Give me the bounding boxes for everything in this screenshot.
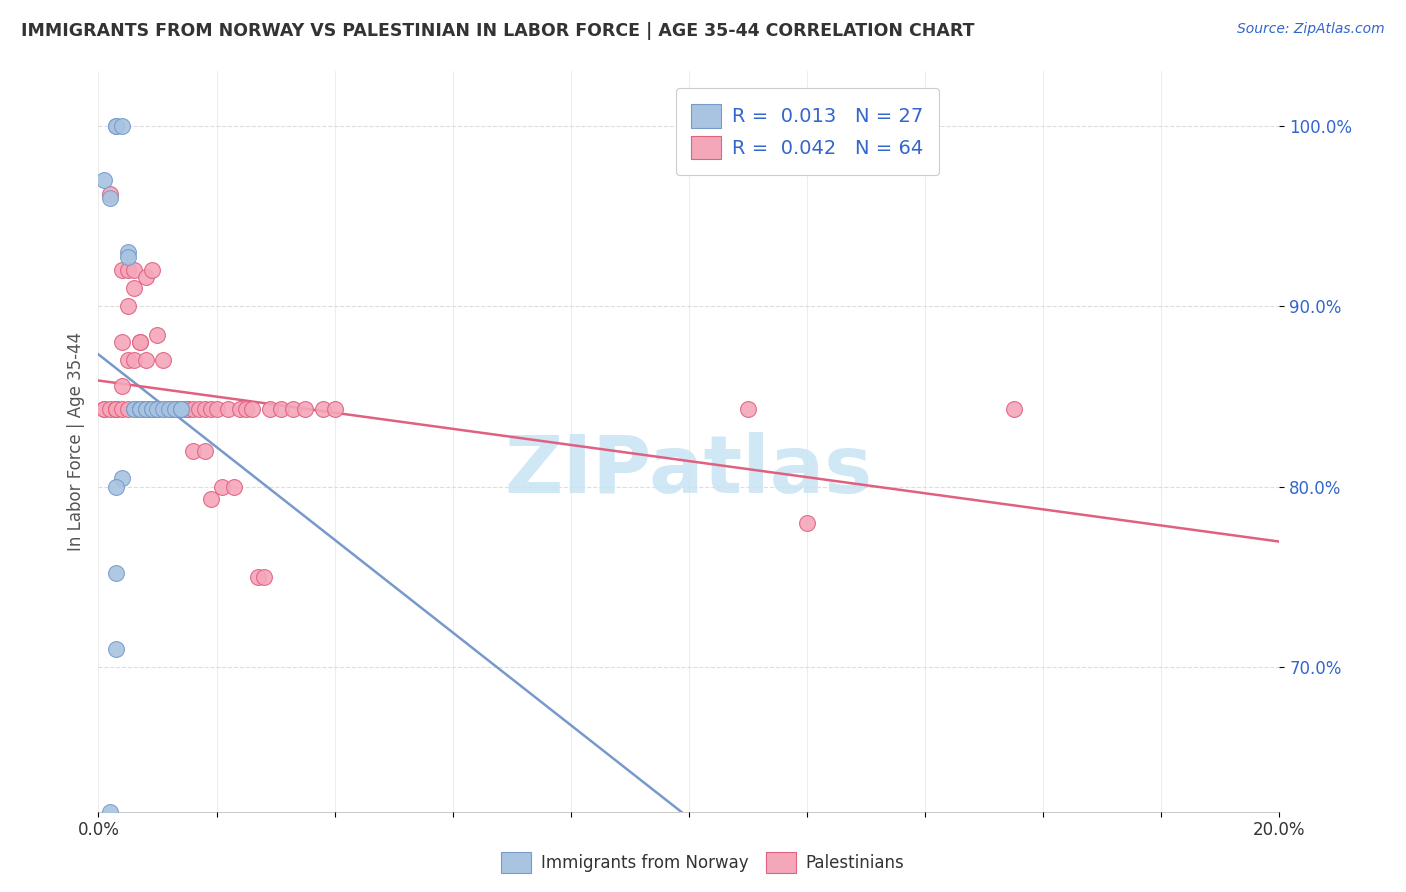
Point <box>122 281 145 295</box>
Point <box>128 402 150 417</box>
Point <box>117 402 139 417</box>
Point <box>117 244 139 259</box>
Point <box>194 402 217 417</box>
Point <box>111 378 134 392</box>
Point <box>157 402 180 417</box>
Point <box>117 299 139 313</box>
Point <box>312 402 335 417</box>
Point <box>122 353 145 368</box>
Point <box>259 402 281 417</box>
Text: ZIPatlas: ZIPatlas <box>505 432 873 510</box>
Point <box>170 402 193 417</box>
Point <box>181 402 204 417</box>
Point <box>194 443 217 458</box>
Point <box>122 402 145 417</box>
Point <box>141 402 163 417</box>
Point <box>152 353 174 368</box>
Point <box>796 516 818 530</box>
Point <box>165 402 187 417</box>
Point <box>141 402 163 417</box>
Point <box>105 402 128 417</box>
Point <box>246 570 269 584</box>
Point <box>176 402 198 417</box>
Point <box>157 402 180 417</box>
Point <box>235 402 257 417</box>
Point <box>117 251 139 265</box>
Point <box>122 402 145 417</box>
Point <box>105 402 128 417</box>
Point <box>111 263 134 277</box>
Point <box>128 402 150 417</box>
Point <box>270 402 292 417</box>
Point <box>224 480 246 494</box>
Point <box>98 191 121 205</box>
Point <box>128 402 150 417</box>
Legend: R =  0.013   N = 27, R =  0.042   N = 64: R = 0.013 N = 27, R = 0.042 N = 64 <box>676 88 939 175</box>
Point <box>111 119 134 133</box>
Point <box>105 642 128 657</box>
Point <box>165 402 187 417</box>
Point <box>205 402 228 417</box>
Point <box>165 402 187 417</box>
Point <box>152 402 174 417</box>
Point <box>111 335 134 350</box>
Point <box>141 263 163 277</box>
Point <box>294 402 316 417</box>
Point <box>122 263 145 277</box>
Text: IMMIGRANTS FROM NORWAY VS PALESTINIAN IN LABOR FORCE | AGE 35-44 CORRELATION CHA: IMMIGRANTS FROM NORWAY VS PALESTINIAN IN… <box>21 22 974 40</box>
Point <box>200 492 222 507</box>
Point <box>229 402 252 417</box>
Point <box>146 328 169 343</box>
Point <box>98 402 121 417</box>
Point <box>253 570 276 584</box>
Point <box>176 402 198 417</box>
Text: Source: ZipAtlas.com: Source: ZipAtlas.com <box>1237 22 1385 37</box>
Point <box>323 402 346 417</box>
Point <box>170 402 193 417</box>
Y-axis label: In Labor Force | Age 35-44: In Labor Force | Age 35-44 <box>66 332 84 551</box>
Point <box>200 402 222 417</box>
Point <box>135 402 157 417</box>
Point <box>105 480 128 494</box>
Point <box>135 402 157 417</box>
Point <box>152 402 174 417</box>
Point <box>187 402 209 417</box>
Point <box>93 172 115 186</box>
Point <box>105 119 128 133</box>
Point <box>181 443 204 458</box>
Point <box>135 402 157 417</box>
Point <box>240 402 263 417</box>
Point <box>93 402 115 417</box>
Point <box>135 353 157 368</box>
Point <box>111 470 134 484</box>
Point <box>170 402 193 417</box>
Point <box>1002 402 1025 417</box>
Point <box>117 353 139 368</box>
Point <box>98 187 121 202</box>
Point <box>105 119 128 133</box>
Point <box>135 270 157 285</box>
Point <box>211 480 233 494</box>
Point <box>128 402 150 417</box>
Point <box>170 402 193 417</box>
Legend: Immigrants from Norway, Palestinians: Immigrants from Norway, Palestinians <box>495 846 911 880</box>
Point <box>93 402 115 417</box>
Point <box>141 402 163 417</box>
Point <box>128 402 150 417</box>
Point <box>105 566 128 581</box>
Point <box>283 402 305 417</box>
Point <box>217 402 239 417</box>
Point <box>117 263 139 277</box>
Point <box>176 402 198 417</box>
Point <box>105 402 128 417</box>
Point <box>737 402 759 417</box>
Point <box>111 402 134 417</box>
Point <box>128 335 150 350</box>
Point <box>98 805 121 819</box>
Point <box>146 402 169 417</box>
Point <box>128 335 150 350</box>
Point <box>146 402 169 417</box>
